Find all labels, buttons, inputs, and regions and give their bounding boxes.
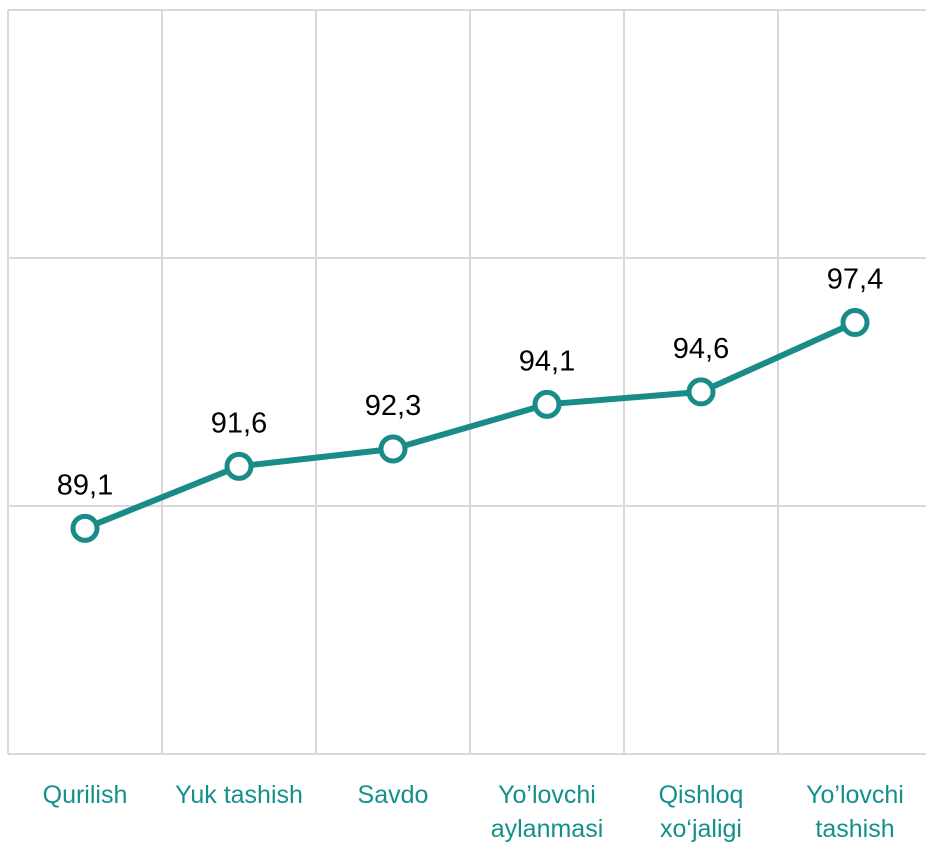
x-tick-label: Yo’lovchi aylanmasi (490, 781, 604, 843)
marker (224, 451, 254, 481)
x-tick-label: Savdo (357, 781, 429, 809)
marker (840, 307, 870, 337)
x-tick-label: Yo’lovchi tashish (806, 781, 904, 843)
data-label: 94,6 (673, 333, 729, 365)
data-label: 92,3 (365, 390, 421, 422)
marker (378, 434, 408, 464)
marker (70, 513, 100, 543)
marker (686, 377, 716, 407)
data-label: 91,6 (211, 407, 267, 439)
x-tick-label: Qurilish (42, 781, 128, 809)
data-label: 97,4 (827, 263, 883, 295)
x-tick-label: Yuk tashish (175, 781, 303, 809)
data-label: 94,1 (519, 345, 575, 377)
line (83, 319, 857, 532)
marker (532, 389, 562, 419)
data-label: 89,1 (57, 469, 113, 501)
x-tick-label: Qishloq xo‘jaligi (658, 781, 744, 843)
